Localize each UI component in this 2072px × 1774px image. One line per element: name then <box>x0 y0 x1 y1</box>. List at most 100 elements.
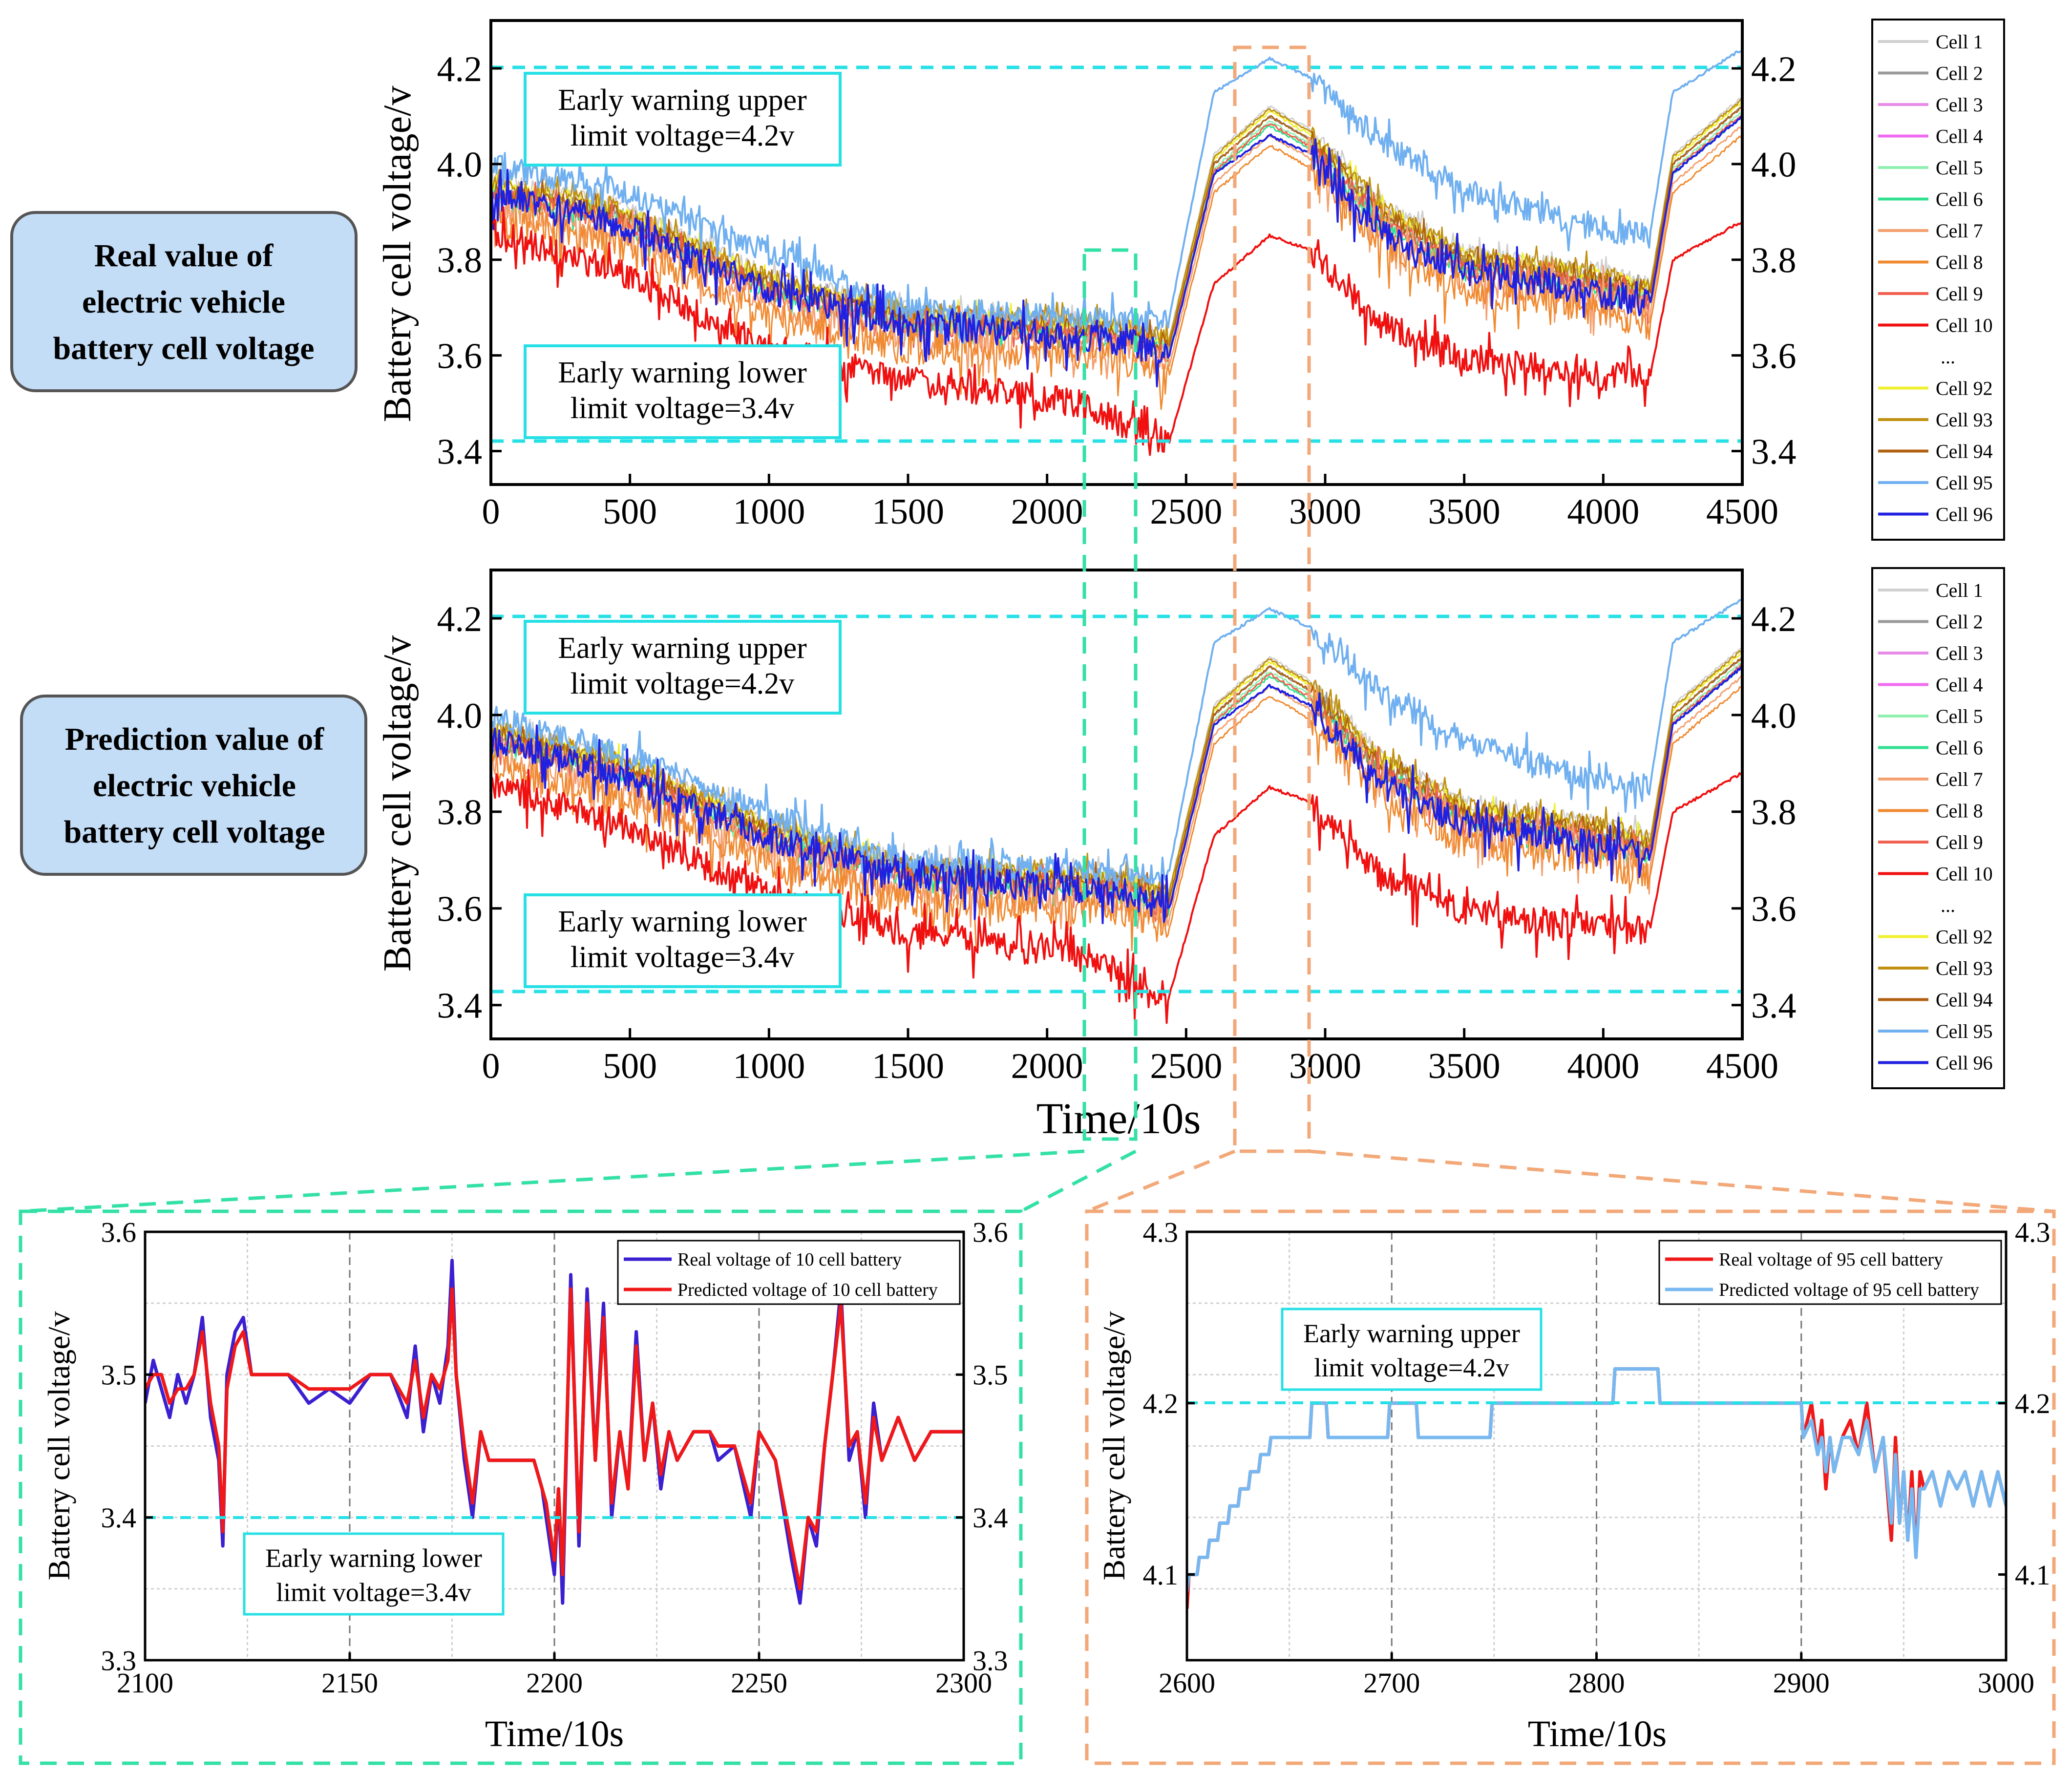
x-tick-label: 4000 <box>1567 492 1639 532</box>
label-prediction-value: Prediction value of electric vehicle bat… <box>20 695 367 876</box>
x-tick-label: 2700 <box>1363 1667 1420 1699</box>
y-axis-label: Battery cell voltage/v <box>1097 1311 1131 1581</box>
y-tick-label: 4.2 <box>437 49 483 89</box>
x-tick-label: 2200 <box>526 1667 583 1699</box>
series-line <box>145 1287 964 1591</box>
legend-entry: Cell 4 <box>1936 674 1983 696</box>
annotation-upper-line-2: limit voltage=4.2v <box>571 119 795 152</box>
y-tick-label: 3.4 <box>101 1502 137 1534</box>
axes-top: 0 500 1000 1500 2000 2500 3000 3500 4000 4500 3.4 3… <box>437 49 1797 532</box>
annotation-line-1: Early warning lower <box>265 1543 482 1573</box>
y-axis-label: Battery cell voltage/v <box>376 86 419 422</box>
series-line <box>491 769 1742 1024</box>
legend-entry: Cell 93 <box>1936 957 1993 979</box>
y-tick-label-right: 3.8 <box>1751 241 1797 281</box>
series-line <box>491 206 1742 456</box>
annotation-upper: Early warning upper limit voltage=4.2v <box>524 620 842 715</box>
x-tick-label: 1000 <box>733 1046 805 1086</box>
axes-zoom-right: 2600 2700 2800 2900 3000 4.1 4.1 4.2 4.2 4.3 4.3 <box>1143 1216 2051 1699</box>
x-tick-label: 2300 <box>935 1667 992 1699</box>
legend-entry: Cell 92 <box>1936 378 1993 400</box>
x-tick-label: 500 <box>603 492 657 532</box>
y-tick-label: 4.0 <box>437 696 483 736</box>
zoom-panel-orange-frame <box>1085 1209 2056 1765</box>
x-tick-label: 3500 <box>1428 1046 1501 1086</box>
y-tick-label: 3.4 <box>437 986 483 1026</box>
legend-entry: Real voltage of 95 cell battery <box>1719 1249 1943 1270</box>
plot-frame <box>489 19 1744 486</box>
y-tick-label-right: 3.6 <box>1751 889 1797 929</box>
series-line <box>1187 1367 2006 1592</box>
annotation-lower: Early warning lower limit voltage=3.4v <box>524 893 842 988</box>
x-tick-label: 2100 <box>117 1667 173 1699</box>
legend-entry: Cell 6 <box>1936 189 1983 211</box>
x-axis-label: Time/10s <box>1528 1713 1667 1754</box>
y-tick-label-right: 4.2 <box>2015 1388 2051 1419</box>
zoom-region-green <box>1082 248 1138 1141</box>
x-tick-label: 4500 <box>1706 1046 1778 1086</box>
legend-entry: Cell 96 <box>1936 1052 1993 1074</box>
annotation-lower: Early warning lower limit voltage=3.4v <box>243 1532 505 1616</box>
series-group-zoom-right <box>1187 1367 2006 1609</box>
legend-entry: Cell 3 <box>1936 642 1983 664</box>
y-axis-label: Battery cell voltage/v <box>42 1311 76 1581</box>
axes-middle: 0 500 1000 1500 2000 2500 3000 3500 4000 4500 3.4 3… <box>437 599 1797 1086</box>
legend-entry: Cell 1 <box>1936 579 1983 601</box>
x-axis-label: Time/10s <box>485 1713 624 1754</box>
legend-entry: Cell 95 <box>1936 472 1993 494</box>
y-tick-label: 3.8 <box>437 793 483 833</box>
y-tick-label-right: 3.4 <box>1751 432 1797 472</box>
x-tick-label: 2800 <box>1568 1667 1625 1699</box>
y-tick-label: 3.3 <box>101 1645 137 1676</box>
label-real-line-2: electric vehicle <box>82 284 285 320</box>
legend-entry: Cell 94 <box>1936 989 1993 1011</box>
x-tick-label: 2250 <box>731 1667 787 1699</box>
annotation-lower-line-2: limit voltage=3.4v <box>571 941 795 974</box>
y-tick-label-right: 4.1 <box>2015 1559 2051 1591</box>
legend-entry: Cell 2 <box>1936 63 1983 84</box>
x-tick-label: 1500 <box>872 492 944 532</box>
x-tick-label: 2900 <box>1773 1667 1830 1699</box>
annotation-upper-line-2: limit voltage=4.2v <box>571 667 795 700</box>
legend-entry: Cell 8 <box>1936 800 1983 822</box>
series-group-middle <box>491 599 1742 1024</box>
label-real-value: Real value of electric vehicle battery c… <box>10 211 358 392</box>
legend-entry: Cell 6 <box>1936 737 1983 759</box>
y-tick-label: 3.4 <box>437 432 483 472</box>
x-tick-label: 4500 <box>1706 492 1778 532</box>
legend-middle: Cell 1 Cell 2 Cell 3 Cell 4 Cell 5 Cell 6 Cell… <box>1871 567 2005 1089</box>
legend-entry: Cell 1 <box>1936 31 1983 53</box>
series-line <box>491 49 1742 344</box>
series-line <box>491 665 1742 925</box>
y-tick-label-right: 3.4 <box>1751 986 1797 1026</box>
y-tick-label: 4.2 <box>1143 1388 1179 1419</box>
legend-entry: Cell 9 <box>1936 283 1983 305</box>
legend-entry: Cell 7 <box>1936 220 1983 242</box>
x-axis-label: Time/10s <box>1036 1095 1201 1143</box>
x-tick-label: 4000 <box>1567 1046 1639 1086</box>
label-pred-line-1: Prediction value of <box>65 721 324 757</box>
annotation-line-2: limit voltage=3.4v <box>276 1578 471 1607</box>
annotation-lower: Early warning lower limit voltage=3.4v <box>524 344 842 439</box>
annotation-lower-line-2: limit voltage=3.4v <box>571 392 795 425</box>
legend-entry: Cell 5 <box>1936 157 1983 179</box>
y-tick-label-right: 3.6 <box>1751 336 1797 376</box>
x-tick-label: 3000 <box>1289 492 1361 532</box>
legend-zoom-left: Real voltage of 10 cell battery Predicted… <box>617 1240 961 1305</box>
y-tick-label: 3.5 <box>101 1359 137 1391</box>
legend-zoom-right: Real voltage of 95 cell battery Predicted… <box>1658 1240 2002 1305</box>
x-tick-label: 2500 <box>1150 1046 1222 1086</box>
label-real-line-3: battery cell voltage <box>53 331 314 366</box>
legend-entry: Real voltage of 10 cell battery <box>677 1249 902 1270</box>
legend-box <box>1871 19 2005 541</box>
y-tick-label: 4.3 <box>1143 1216 1179 1248</box>
legend-entry: ... <box>1941 346 1955 368</box>
y-tick-label-right: 4.2 <box>1751 599 1797 639</box>
y-tick-label: 3.6 <box>437 889 483 929</box>
legend-entry: Cell 10 <box>1936 863 1993 885</box>
x-tick-label: 1000 <box>733 492 805 532</box>
legend-entry: Cell 2 <box>1936 611 1983 633</box>
y-tick-label-right: 4.0 <box>1751 696 1797 736</box>
y-axis-label: Battery cell voltage/v <box>376 635 419 972</box>
